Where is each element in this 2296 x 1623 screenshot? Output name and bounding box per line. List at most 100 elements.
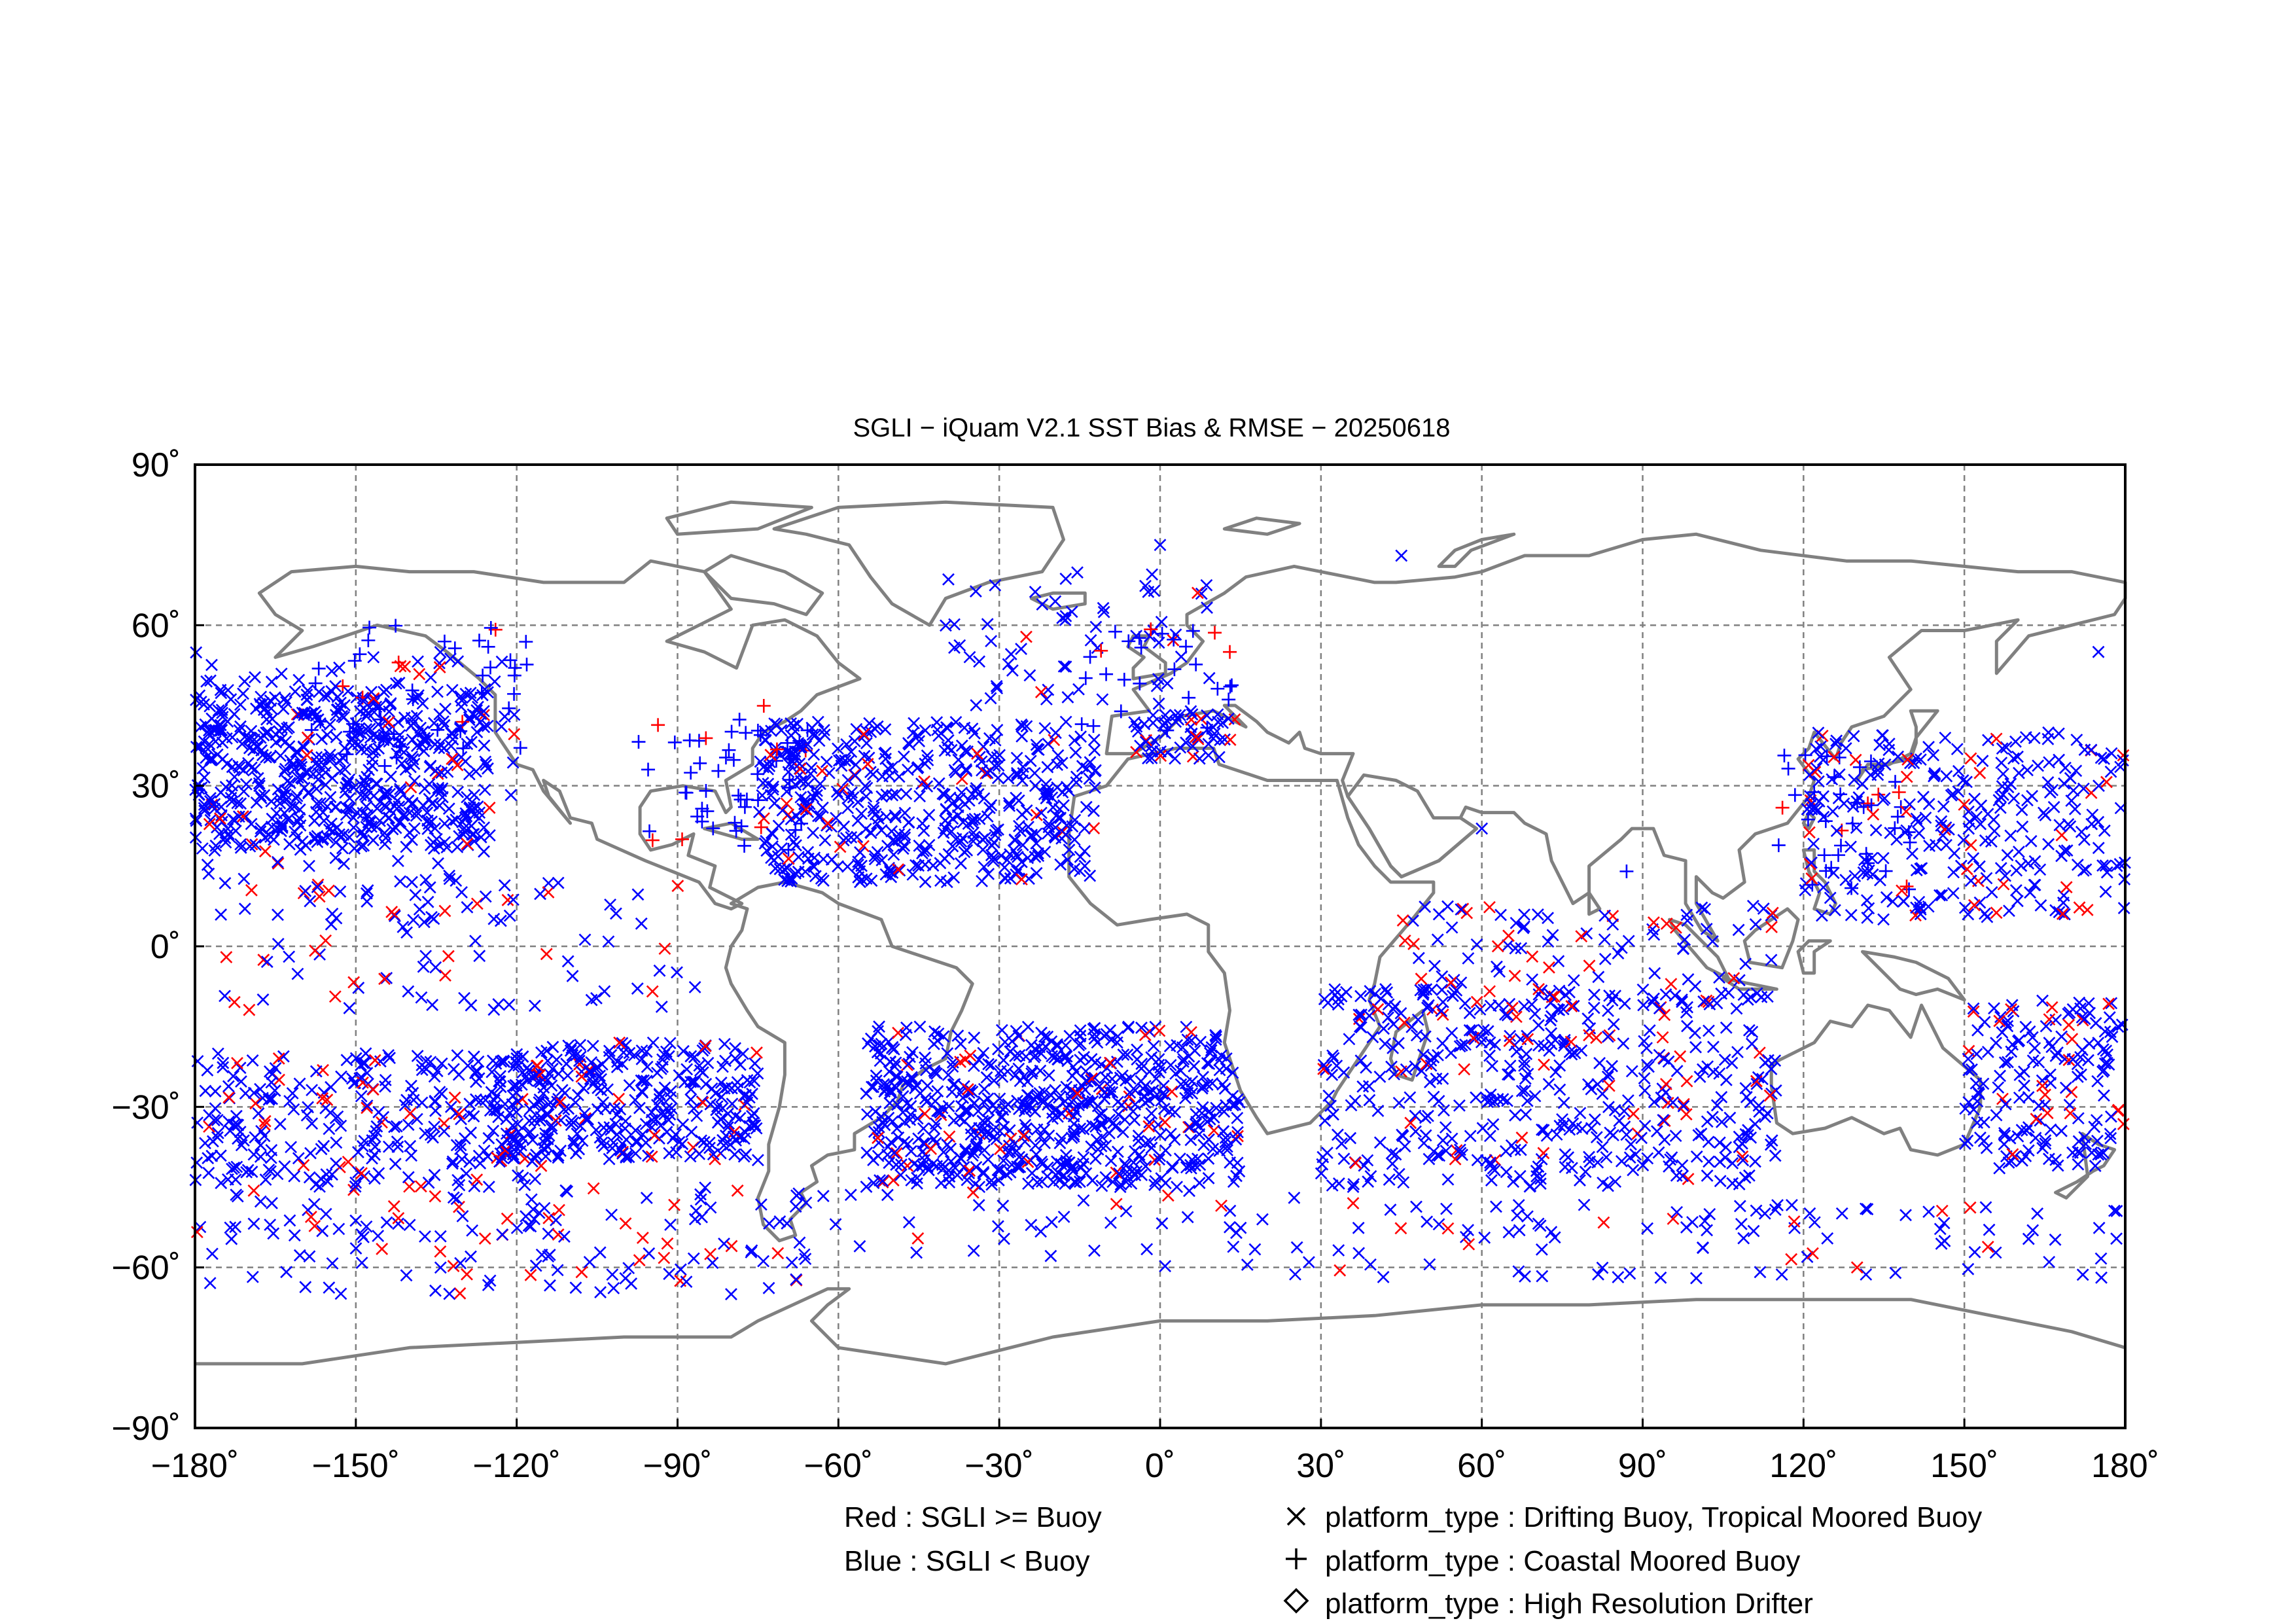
drifting-buoy-marker bbox=[400, 1269, 413, 1282]
drifting-buoy-marker bbox=[219, 990, 231, 1003]
drifting-buoy-marker bbox=[1618, 997, 1631, 1010]
x-tick-label: −150˚ bbox=[312, 1447, 400, 1485]
coastal-moored-buoy-marker bbox=[737, 838, 752, 853]
drifting-buoy-marker bbox=[1877, 913, 1890, 926]
drifting-buoy-marker bbox=[308, 705, 321, 719]
drifting-buoy-marker bbox=[1002, 1098, 1015, 1111]
drifting-buoy-marker bbox=[1803, 768, 1816, 781]
drifting-buoy-marker bbox=[704, 1201, 717, 1214]
drifting-buoy-marker bbox=[433, 656, 446, 669]
drifting-buoy-marker bbox=[1788, 1215, 1801, 1228]
drifting-buoy-marker bbox=[1166, 1161, 1179, 1174]
drifting-buoy-marker bbox=[918, 1107, 931, 1120]
drifting-buoy-marker bbox=[209, 1102, 222, 1115]
coastal-moored-buoy-marker bbox=[706, 821, 720, 836]
drifting-buoy-marker bbox=[661, 1237, 674, 1250]
drifting-buoy-marker bbox=[542, 1227, 555, 1240]
drifting-buoy-marker bbox=[1500, 1166, 1513, 1179]
drifting-buoy-marker bbox=[1483, 901, 1496, 914]
drifting-buoy-marker bbox=[1024, 755, 1037, 768]
drifting-buoy-marker bbox=[311, 878, 325, 891]
drifting-buoy-marker bbox=[294, 843, 307, 856]
drifting-buoy-marker bbox=[1997, 768, 2009, 781]
drifting-buoy-marker bbox=[1677, 1097, 1690, 1111]
drifting-buoy-marker bbox=[392, 715, 404, 728]
drifting-buoy-marker bbox=[757, 1255, 770, 1268]
drifting-buoy-marker bbox=[802, 852, 815, 865]
drifting-buoy-marker bbox=[1837, 797, 1850, 810]
drifting-buoy-marker bbox=[1882, 738, 1896, 751]
drifting-buoy-marker bbox=[2065, 1086, 2078, 1099]
drifting-buoy-marker bbox=[1620, 1128, 1633, 1141]
drifting-buoy-marker bbox=[607, 1281, 620, 1294]
drifting-buoy-marker bbox=[333, 828, 345, 841]
drifting-buoy-marker bbox=[228, 995, 241, 1008]
drifting-buoy-marker bbox=[1602, 1005, 1614, 1018]
drifting-buoy-marker bbox=[1182, 1120, 1195, 1133]
drifting-buoy-marker bbox=[1439, 1121, 1452, 1134]
drifting-buoy-marker bbox=[433, 661, 446, 673]
drifting-buoy-marker bbox=[1585, 1082, 1598, 1096]
drifting-buoy-marker bbox=[1835, 1207, 1848, 1220]
drifting-buoy-marker bbox=[1164, 1128, 1177, 1140]
drifting-buoy-marker bbox=[402, 794, 415, 807]
drifting-buoy-marker bbox=[668, 1198, 680, 1211]
coastal-moored-buoy-marker bbox=[481, 639, 495, 654]
drifting-buoy-marker bbox=[961, 1173, 974, 1186]
drifting-buoy-marker bbox=[919, 858, 932, 871]
drifting-buoy-marker bbox=[2041, 1107, 2054, 1120]
drifting-buoy-marker bbox=[2009, 735, 2022, 748]
drifting-buoy-marker bbox=[1145, 1051, 1158, 1064]
drifting-buoy-marker bbox=[1152, 1053, 1165, 1065]
drifting-buoy-marker bbox=[258, 845, 272, 858]
drifting-buoy-marker bbox=[1833, 768, 1846, 781]
drifting-buoy-marker bbox=[389, 1158, 402, 1170]
drifting-buoy-marker bbox=[461, 901, 474, 914]
drifting-buoy-marker bbox=[1203, 671, 1216, 685]
drifting-buoy-marker bbox=[256, 749, 269, 762]
coastal-moored-buoy-marker bbox=[1781, 761, 1795, 776]
drifting-buoy-marker bbox=[892, 1131, 905, 1144]
drifting-buoy-marker bbox=[1337, 1152, 1351, 1166]
drifting-buoy-marker bbox=[448, 1091, 461, 1104]
drifting-buoy-marker bbox=[959, 1053, 972, 1066]
drifting-buoy-marker bbox=[1714, 1175, 1727, 1188]
drifting-buoy-marker bbox=[266, 1197, 278, 1209]
drifting-buoy-marker bbox=[1103, 1056, 1116, 1069]
drifting-buoy-marker bbox=[2002, 1056, 2014, 1069]
drifting-buoy-marker bbox=[1983, 1223, 1996, 1236]
drifting-buoy-marker bbox=[452, 1068, 465, 1081]
drifting-buoy-marker bbox=[367, 651, 380, 664]
drifting-buoy-marker bbox=[905, 1145, 917, 1158]
drifting-buoy-marker bbox=[595, 1084, 608, 1097]
drifting-buoy-marker bbox=[209, 1085, 222, 1098]
drifting-buoy-marker bbox=[860, 1147, 874, 1159]
drifting-buoy-marker bbox=[1817, 881, 1830, 894]
drifting-buoy-marker bbox=[968, 1060, 980, 1073]
drifting-buoy-marker bbox=[1588, 1113, 1601, 1126]
drifting-buoy-marker bbox=[964, 1122, 978, 1135]
coastal-moored-buoy-marker bbox=[1083, 650, 1097, 664]
drifting-buoy-marker bbox=[1181, 1211, 1194, 1224]
drifting-buoy-marker bbox=[885, 1136, 898, 1149]
landmass-svalbard bbox=[1222, 516, 1301, 536]
drifting-buoy-marker bbox=[1218, 1082, 1231, 1095]
drifting-buoy-marker bbox=[1455, 903, 1468, 916]
drifting-buoy-marker bbox=[1427, 1051, 1440, 1063]
drifting-buoy-marker bbox=[619, 1115, 632, 1128]
drifting-buoy-marker bbox=[2110, 1205, 2123, 1217]
drifting-buoy-marker bbox=[968, 1031, 981, 1044]
drifting-buoy-marker bbox=[1470, 1091, 1483, 1104]
drifting-buoy-marker bbox=[1332, 1244, 1345, 1257]
drifting-buoy-marker bbox=[699, 1077, 713, 1090]
drifting-buoy-marker bbox=[1154, 1129, 1167, 1142]
drifting-buoy-marker bbox=[1241, 1258, 1254, 1271]
drifting-buoy-marker bbox=[334, 885, 347, 898]
drifting-buoy-marker bbox=[544, 1279, 556, 1292]
drifting-buoy-marker bbox=[880, 810, 893, 823]
drifting-buoy-marker bbox=[523, 1115, 536, 1128]
drifting-buoy-marker bbox=[482, 1279, 495, 1292]
drifting-buoy-marker bbox=[1739, 1171, 1752, 1184]
drifting-buoy-marker bbox=[963, 651, 976, 664]
drifting-buoy-marker bbox=[1409, 1109, 1422, 1122]
